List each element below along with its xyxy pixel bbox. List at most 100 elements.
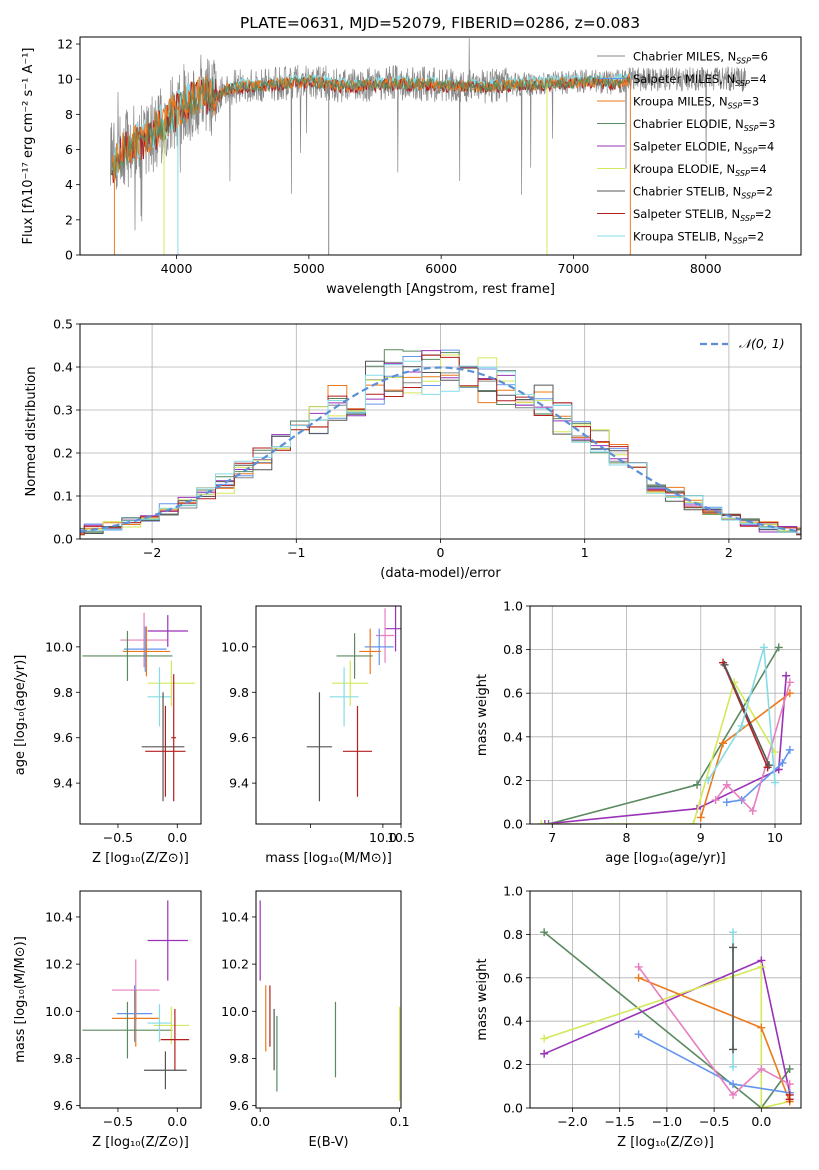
y-tick-label: 0.1 [53, 489, 73, 504]
x-tick-label: 0.0 [167, 830, 187, 845]
weight-marker [774, 643, 783, 652]
weight-marker [634, 962, 643, 971]
x-tick-label: 7000 [558, 261, 590, 276]
weight-vs-age-plot-area [537, 643, 794, 824]
errorbar-point [116, 985, 153, 1042]
x-axis-label: age [log₁₀(age/yr)] [605, 851, 726, 866]
weight-marker [757, 1023, 766, 1032]
weight-vs-z-frame [529, 890, 802, 1109]
y-tick-label: 9.8 [53, 1051, 73, 1066]
y-tick-label: 0.6 [503, 686, 523, 701]
figure-title: PLATE=0631, MJD=52079, FIBERID=0286, z=0… [240, 14, 640, 32]
x-tick-label: 0 [437, 545, 445, 560]
weight-marker [782, 671, 791, 680]
y-tick-label: 9.6 [229, 730, 249, 745]
errorbar-point [147, 615, 188, 647]
weight-marker [748, 806, 757, 815]
weight-series-8 [723, 664, 770, 766]
weight-marker [540, 820, 549, 824]
legend-entry: Salpeter STELIB, NSSP=2 [633, 207, 772, 223]
weight-marker [757, 1064, 766, 1073]
x-tick-label: 2 [725, 545, 733, 560]
weight-series-3 [543, 965, 790, 1108]
y-tick-label: 9.8 [229, 685, 249, 700]
legend-entry: Salpeter ELODIE, NSSP=4 [633, 140, 774, 156]
weight-vs-z-axes: −2.0 −1.5 −1.0 −0.5 0.0 0.0 0.2 0.4 0.6 0.8 1.0 Z [… [475, 884, 801, 1150]
weight-marker [634, 973, 643, 982]
y-tick-label: 0.2 [503, 773, 523, 788]
x-tick-label: 10 [767, 830, 783, 845]
x-axis-label: E(B-V) [308, 1135, 348, 1150]
weight-marker [540, 1034, 549, 1043]
errorbar-point [364, 628, 394, 666]
age-vs-z-axes: −0.5 0.0 9.4 9.6 9.8 10.0 Z [log₁₀(Z/Z⊙)] age [… [13, 639, 189, 866]
y-tick-label: 9.4 [229, 776, 249, 791]
x-tick-label: 9 [697, 830, 705, 845]
x-axis-label: mass [log₁₀(M/M⊙)] [265, 851, 392, 866]
errorbar-point [144, 1051, 187, 1090]
weight-marker [719, 739, 728, 748]
errorbar-point [147, 660, 196, 706]
legend-entry: Kroupa MILES, NSSP=3 [633, 95, 759, 111]
model-spectrum-4 [111, 74, 631, 179]
x-tick-label: −2 [143, 545, 161, 560]
weight-marker [785, 745, 794, 754]
x-tick-label: −1 [287, 545, 305, 560]
y-tick-label: 0.4 [503, 729, 523, 744]
y-tick-label: 9.6 [53, 730, 73, 745]
weight-marker [689, 820, 698, 824]
spectrum-frame [79, 36, 802, 256]
weight-series-9 [707, 647, 776, 783]
x-tick-label: 4000 [161, 261, 193, 276]
x-tick-label: −0.5 [699, 1114, 729, 1129]
y-axis-label: Flux [fλ10⁻¹⁷ erg cm⁻² s⁻¹ A⁻¹] [21, 48, 36, 245]
weight-marker [544, 820, 553, 824]
y-tick-label: 10.2 [45, 957, 73, 972]
x-tick-label: 0.0 [250, 1114, 270, 1129]
weight-marker [729, 1090, 738, 1099]
x-tick-label: 0.1 [390, 1114, 410, 1129]
y-axis-label: mass weight [475, 958, 490, 1040]
y-tick-label: 6 [65, 142, 73, 157]
x-axis-label: Z [log₁₀(Z/Z⊙)] [92, 851, 189, 866]
weight-marker [785, 1080, 794, 1089]
y-tick-label: 10.2 [221, 957, 249, 972]
weight-marker [711, 796, 720, 805]
y-tick-label: 0.3 [53, 403, 73, 418]
y-tick-label: 10.4 [45, 909, 73, 924]
y-tick-label: 10.0 [221, 639, 249, 654]
legend-entry: Chabrier ELODIE, NSSP=3 [633, 117, 775, 133]
x-tick-label: −0.5 [103, 830, 133, 845]
weight-marker [729, 928, 738, 937]
y-tick-label: 1.0 [503, 599, 523, 614]
y-tick-label: 10.0 [221, 1004, 249, 1019]
weight-marker [737, 721, 746, 730]
weight-marker [540, 928, 549, 937]
errorbar-point [343, 705, 372, 797]
x-axis-label: Z [log₁₀(Z/Z⊙)] [92, 1135, 189, 1150]
y-tick-label: 2 [65, 212, 73, 227]
residuals-plot-area [80, 349, 801, 536]
legend-entry: Kroupa STELIB, NSSP=2 [633, 230, 764, 246]
x-tick-label: 8000 [690, 261, 722, 276]
y-axis-label: mass weight [475, 674, 490, 756]
spectrum-axes: 4000 5000 6000 7000 8000 0 2 4 6 8 10 12 wavelength … [21, 37, 722, 297]
x-tick-label: −2.0 [557, 1114, 587, 1129]
y-tick-label: 4 [65, 177, 73, 192]
errorbar-point [329, 667, 359, 727]
errorbar-point [145, 705, 186, 797]
normal-curve [80, 366, 801, 533]
weight-vs-age-frame [529, 605, 802, 825]
errorbar-point [122, 626, 171, 677]
errorbar-point [82, 1001, 173, 1059]
y-tick-label: 0.0 [503, 1101, 523, 1116]
x-tick-label: 0.0 [167, 1114, 187, 1129]
mass-vs-z-plot-area [82, 900, 190, 1090]
weight-series-1 [543, 931, 791, 1108]
weight-marker [765, 761, 774, 770]
x-tick-label: 10.0 [369, 830, 397, 845]
weight-marker [757, 962, 766, 971]
legend-entry: Chabrier STELIB, NSSP=2 [633, 185, 773, 201]
weight-marker [785, 1095, 794, 1104]
